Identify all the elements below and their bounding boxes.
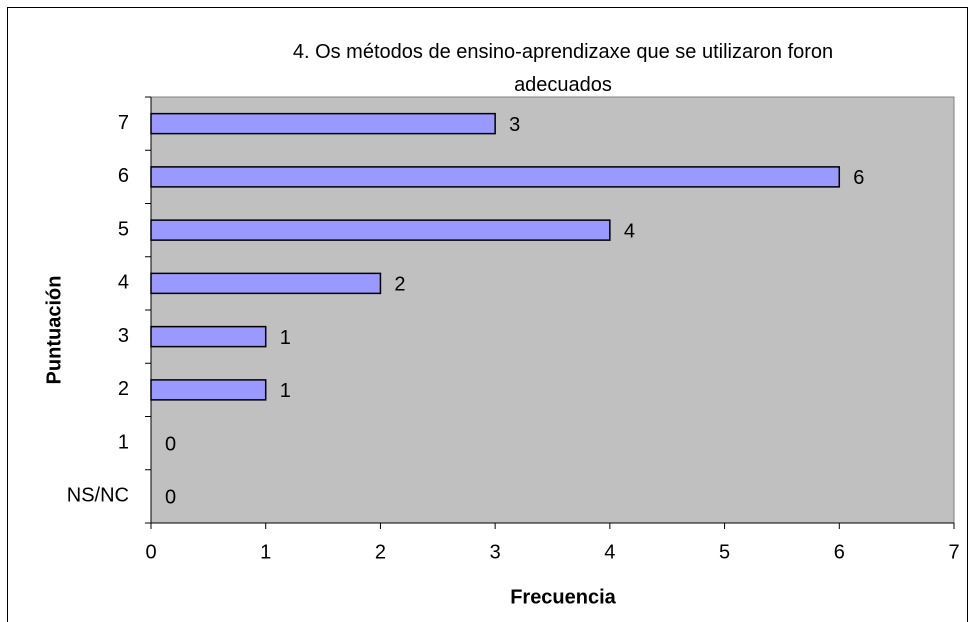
y-axis-label: Puntuación	[43, 276, 65, 385]
x-tick-label: 5	[719, 541, 730, 563]
y-tick-label: 2	[118, 378, 129, 400]
y-tick-label: 5	[118, 218, 129, 240]
x-axis-label: Frecuencia	[510, 586, 616, 608]
plot-area	[150, 96, 955, 524]
x-tick-label: 6	[834, 541, 845, 563]
bar	[150, 379, 267, 401]
chart-title: 4. Os métodos de ensino-aprendizaxe que …	[292, 41, 834, 96]
bar	[150, 219, 611, 241]
value-label: 6	[853, 167, 864, 189]
value-label: 0	[165, 433, 176, 455]
y-tick-label: 6	[118, 165, 129, 187]
x-tick-label: 1	[260, 541, 271, 563]
y-tick-label: 3	[118, 325, 129, 347]
value-label: 4	[624, 220, 635, 242]
y-tick-label: 1	[118, 431, 129, 453]
x-tick-label: 0	[145, 541, 156, 563]
y-tick-label: 7	[118, 112, 129, 134]
value-label: 0	[165, 487, 176, 509]
y-tick-label: NS/NC	[67, 485, 129, 507]
x-tick-label: 2	[375, 541, 386, 563]
x-tick-label: 4	[604, 541, 615, 563]
bar	[150, 272, 382, 295]
bar	[150, 112, 496, 135]
bar	[150, 166, 841, 188]
value-label: 3	[509, 114, 520, 136]
value-label: 1	[280, 327, 291, 349]
value-label: 2	[394, 274, 405, 296]
bar	[150, 325, 267, 348]
value-label: 1	[280, 380, 291, 402]
x-tick-label: 7	[948, 541, 959, 563]
y-tick-label: 4	[118, 272, 129, 294]
x-tick-label: 3	[490, 541, 501, 563]
